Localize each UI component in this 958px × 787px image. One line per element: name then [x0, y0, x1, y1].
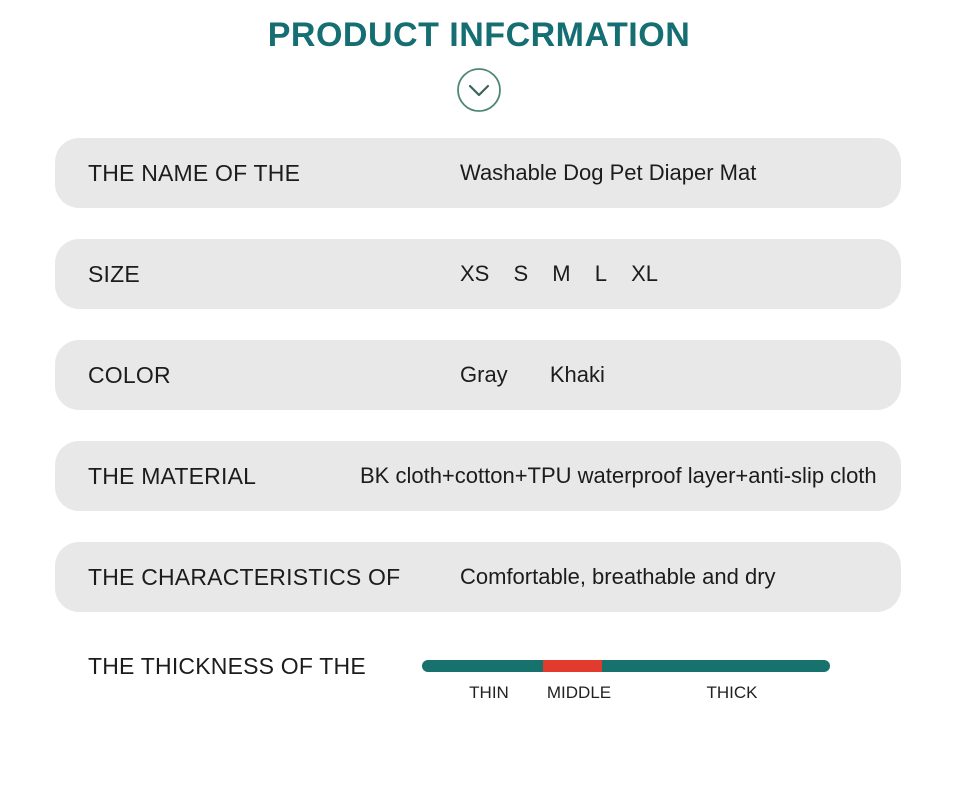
- spec-label-color: COLOR: [88, 361, 171, 388]
- spec-label-name: THE NAME OF THE: [88, 159, 301, 186]
- color-option-khaki: Khaki: [549, 362, 605, 387]
- thickness-scale-thin: THIN: [469, 683, 509, 702]
- spec-value-material: BK cloth+cotton+TPU waterproof layer+ant…: [360, 463, 877, 488]
- spec-label-size: SIZE: [88, 260, 140, 287]
- spec-value-size: XS S M L XL: [460, 261, 658, 287]
- size-option-s: S: [513, 261, 529, 286]
- spec-rows: THE NAME OF THE Washable Dog Pet Diaper …: [55, 138, 901, 612]
- page-title: PRODUCT INFCRMATION: [267, 16, 691, 54]
- size-option-m: M: [552, 261, 571, 286]
- thickness-row: THE THICKNESS OF THE THIN MIDDLE THICK: [55, 643, 901, 733]
- color-option-gray: Gray: [460, 362, 508, 387]
- thickness-label: THE THICKNESS OF THE: [88, 653, 366, 679]
- thickness-bar: [422, 660, 830, 672]
- thickness-selected-segment: [543, 660, 602, 672]
- spec-value-name: Washable Dog Pet Diaper Mat: [460, 160, 757, 185]
- thickness-scale: THIN MIDDLE THICK: [422, 683, 830, 705]
- spec-label-material: THE MATERIAL: [88, 462, 257, 489]
- thickness-scale-thick: THICK: [706, 683, 758, 702]
- size-option-xl: XL: [631, 261, 659, 286]
- spec-label-characteristics: THE CHARACTERISTICS OF: [88, 563, 401, 590]
- thickness-scale-middle: MIDDLE: [546, 683, 612, 702]
- size-option-l: L: [594, 261, 607, 286]
- spec-row-material: THE MATERIAL BK cloth+cotton+TPU waterpr…: [55, 441, 901, 511]
- size-option-xs: XS: [460, 261, 490, 286]
- spec-row-size: SIZE XS S M L XL: [55, 239, 901, 309]
- spec-row-name: THE NAME OF THE Washable Dog Pet Diaper …: [55, 138, 901, 208]
- spec-value-characteristics: Comfortable, breathable and dry: [460, 564, 776, 589]
- spec-row-characteristics: THE CHARACTERISTICS OF Comfortable, brea…: [55, 542, 901, 612]
- spec-row-color: COLOR Gray Khaki: [55, 340, 901, 410]
- spec-value-color: Gray Khaki: [460, 362, 605, 388]
- chevron-down-icon: [456, 67, 502, 113]
